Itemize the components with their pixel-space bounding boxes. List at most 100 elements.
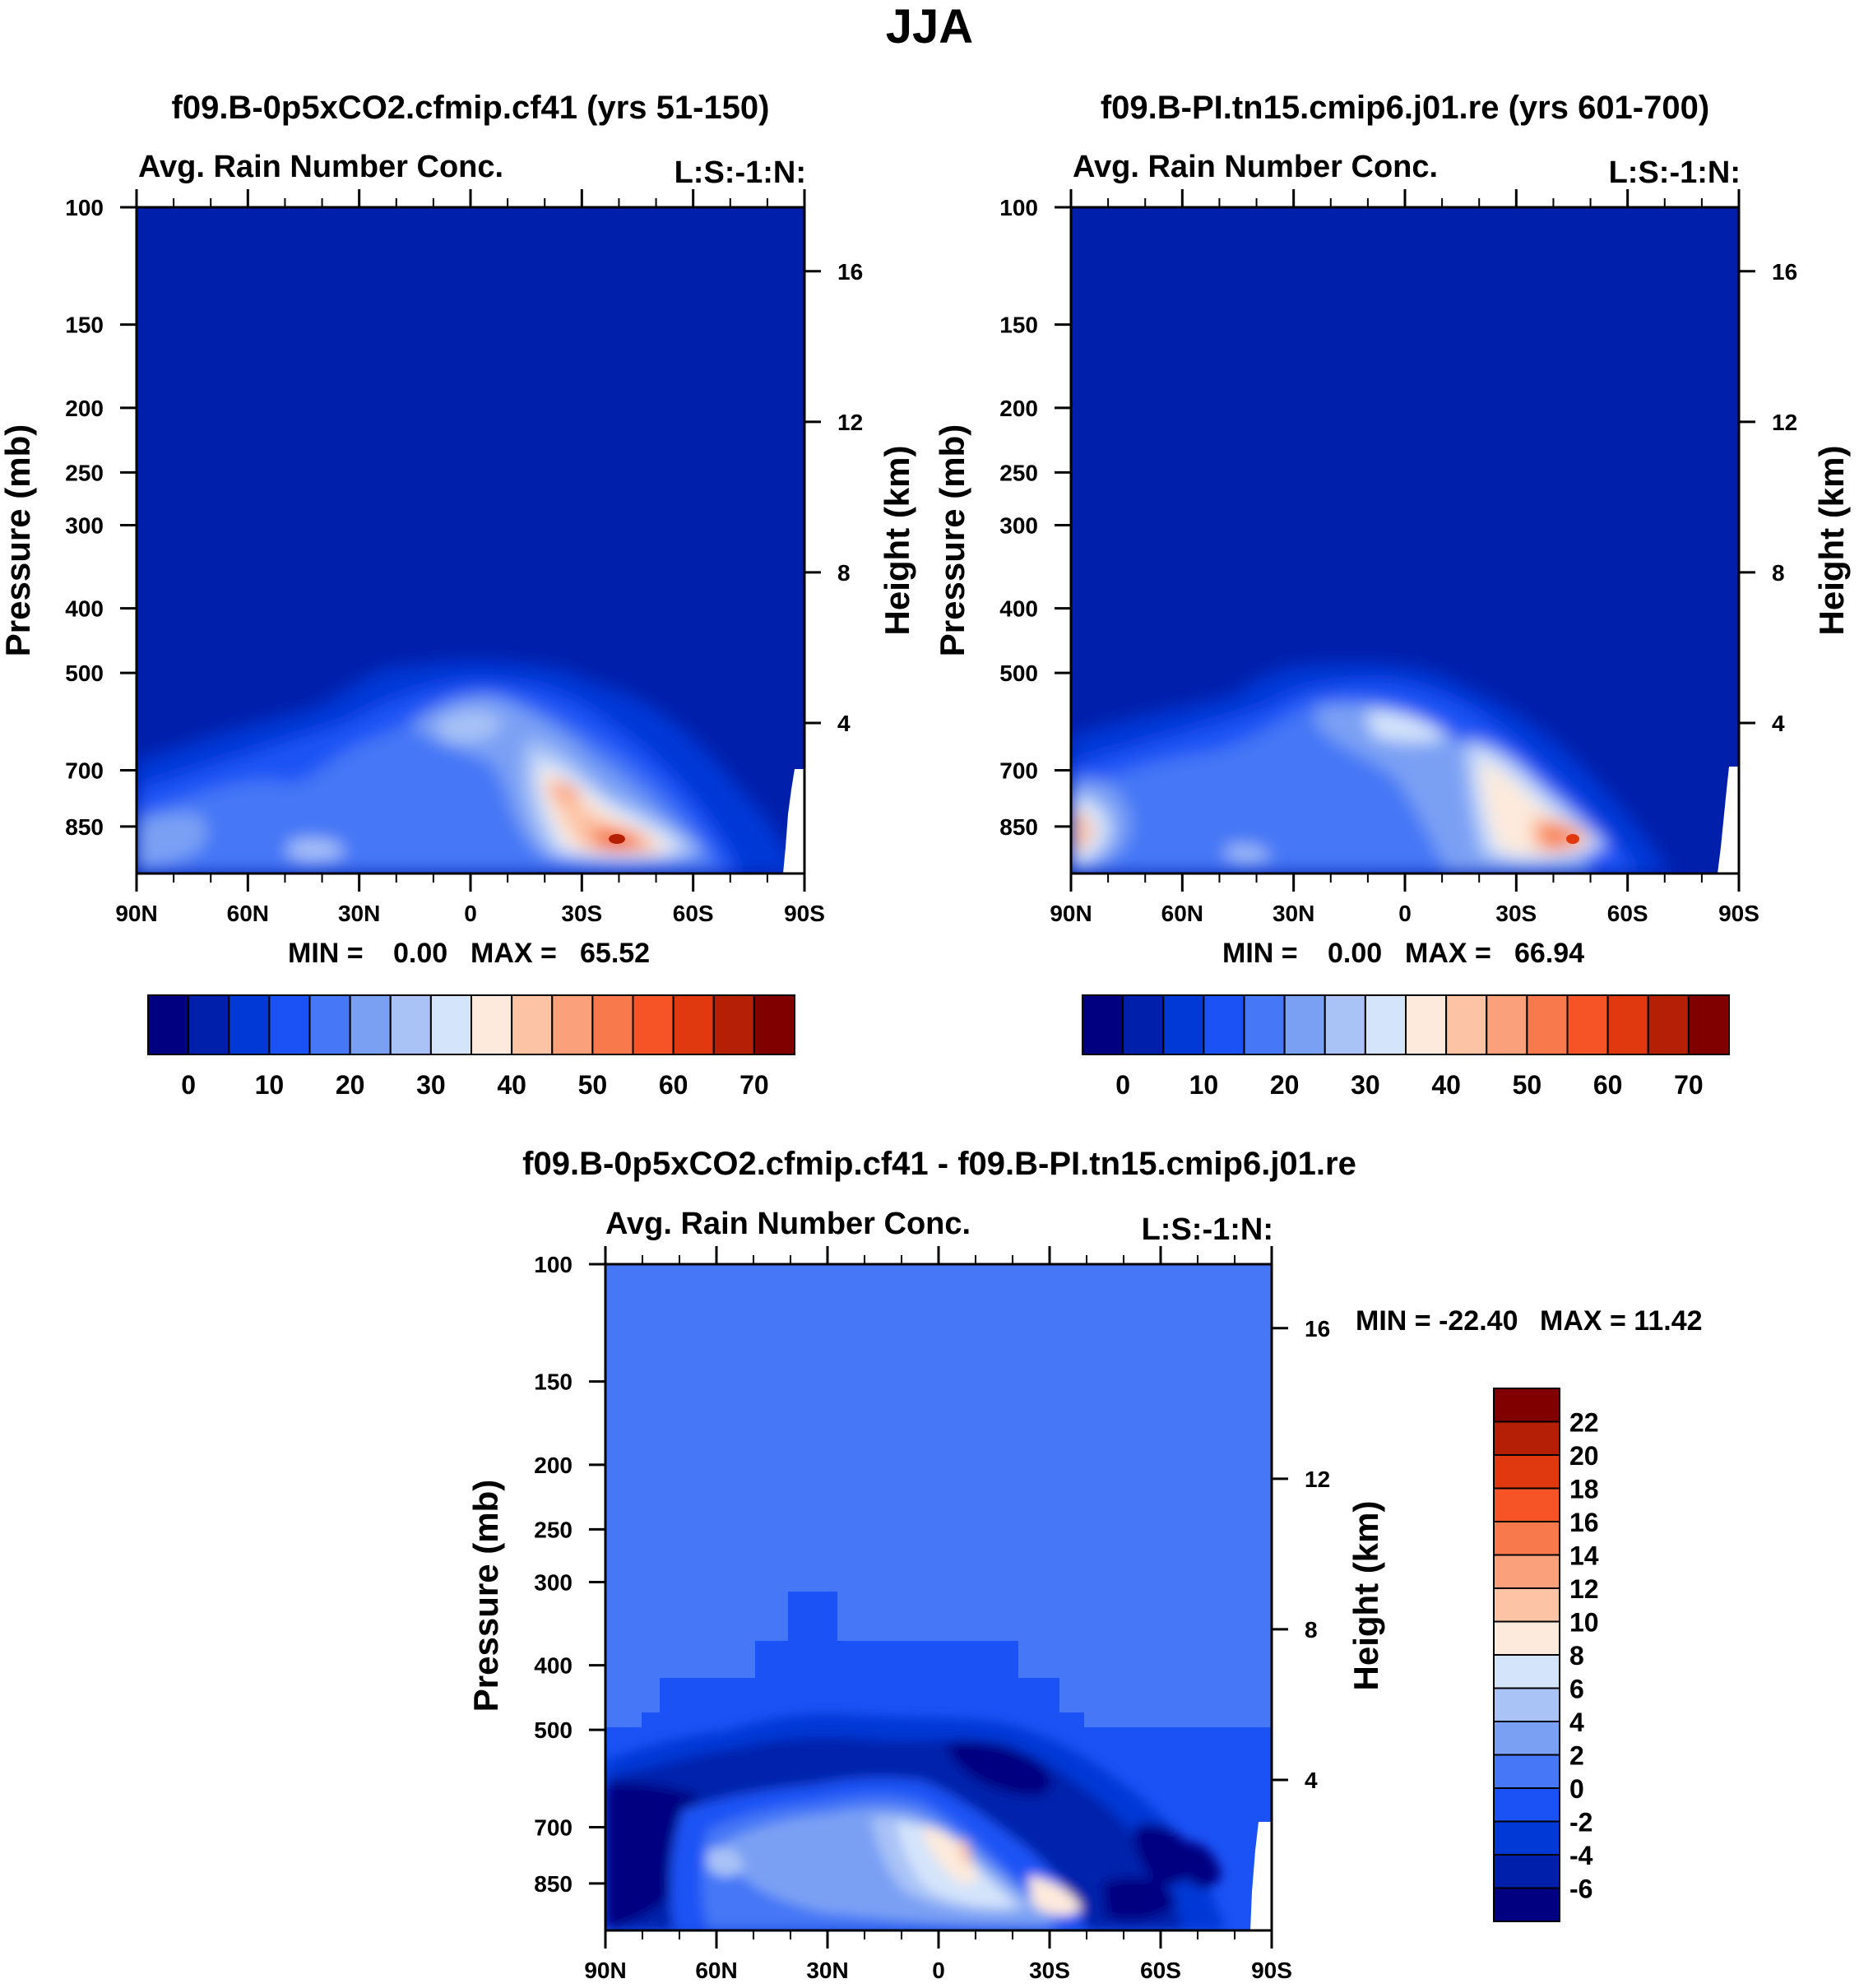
panel-2-colorbar-label: 10: [1189, 1070, 1219, 1100]
panel-3-contour-neg5: [1102, 1877, 1176, 1921]
panel-3-contour-neg7: [1184, 1842, 1222, 1888]
panel-3-ytick-label: 850: [534, 1871, 573, 1897]
panel-2-xtick-label: 90N: [1050, 901, 1092, 926]
panel-2-ytick-label: 500: [999, 660, 1038, 686]
panel-1-colorbar-label: 70: [739, 1070, 769, 1100]
panel-2-ytick-label: 700: [999, 758, 1038, 784]
panel-3-colorbar-swatch: [1493, 1420, 1560, 1456]
panel-1-max-core: [609, 834, 625, 844]
panel-1-colorbar-label: 30: [416, 1070, 446, 1100]
panel-3-colorbar-swatch: [1493, 1754, 1560, 1789]
panel-3-max-label: MAX = 11.42: [1540, 1305, 1703, 1337]
panel-1-colorbar-label: 10: [255, 1070, 285, 1100]
panel-3-colorbar-swatch: [1493, 1820, 1560, 1856]
panel-1-colorbar-label: 60: [659, 1070, 688, 1100]
panel-1-yright-tick-label: 4: [837, 711, 851, 736]
panel-3-colorbar-label: -6: [1569, 1874, 1592, 1904]
panel-3-axes: 100 150 200 250 300 400 500 700 850 16 12 8 4 90N 60N 3…: [534, 1246, 1330, 1983]
panel-2-ytick-label: 850: [999, 814, 1038, 840]
panel-1-colorbar-swatch: [147, 994, 190, 1055]
panel-1-ytick-label: 300: [65, 512, 104, 538]
panel-1-xtick-label: 60N: [227, 901, 269, 926]
panel-3-xtick-label: 90N: [584, 1958, 626, 1983]
panel-1-title: f09.B-0p5xCO2.cfmip.cf41 (yrs 51-150): [172, 90, 770, 126]
panel-1-stats: MIN = 0.00 MAX = 65.52: [288, 938, 650, 969]
panel-1-yright-tick-label: 8: [837, 560, 851, 586]
panel-2-xtick-label: 0: [1398, 901, 1412, 926]
panel-1-ylabel-right: Height (km): [878, 446, 916, 636]
panel-1-contour-r6: [551, 781, 582, 800]
panel-2-colorbar-swatch: [1162, 994, 1205, 1055]
panel-1-field: [137, 207, 804, 874]
panel-1-colorbar-swatch: [389, 994, 432, 1055]
panel-1-ytick-label: 500: [65, 660, 104, 686]
panel-3-colorbar-label: 0: [1569, 1774, 1584, 1804]
panel-2-yright-tick-label: 12: [1772, 410, 1797, 435]
panel-3-colorbar-swatch: [1493, 1887, 1560, 1922]
panel-3-contour-pos5: [921, 1826, 978, 1884]
panel-1-contour-b6: [288, 838, 345, 861]
panel-1-colorbar: 0 10 20 30 40 50 60 70: [147, 994, 795, 1100]
panel-2-xtick-label: 90S: [1718, 901, 1759, 926]
panel-2-colorbar-label: 20: [1270, 1070, 1300, 1100]
panel-1-axes: 100 150 200 250 300 400 500 700 850 16 12 8 4 90N 60N 3…: [65, 189, 863, 926]
panel-3-xtick-label: 30S: [1029, 1958, 1070, 1983]
panel-3-ytick-label: 250: [534, 1517, 573, 1542]
panel-2-ylabel: Pressure (mb): [933, 424, 971, 656]
panel-2-colorbar-label: 50: [1513, 1070, 1542, 1100]
panel-3-colorbar-swatch: [1493, 1854, 1560, 1889]
panel-1-colorbar-label: 20: [336, 1070, 365, 1100]
panel-2-xtick-label: 60S: [1607, 901, 1648, 926]
panel-3-ytick-label: 700: [534, 1815, 573, 1841]
panel-3-min-label: MIN = -22.40: [1356, 1305, 1518, 1337]
panel-1-ytick-label: 700: [65, 758, 104, 784]
panel-2-colorbar-swatch: [1203, 994, 1245, 1055]
panel-2-stats: MIN = 0.00 MAX = 66.94: [1222, 938, 1584, 969]
panel-3-yright-tick-label: 8: [1305, 1617, 1318, 1643]
panel-1-colorbar-swatch: [753, 994, 795, 1055]
panel-1-contour-b7: [436, 711, 502, 742]
panel-2-axes: 100 150 200 250 300 400 500 700 850 16 12 8 4 90N 60N 3…: [999, 189, 1797, 926]
panel-1-min-label: MIN =: [288, 938, 364, 969]
panel-2-colorbar-label: 40: [1431, 1070, 1461, 1100]
panel-3-ylabel: Pressure (mb): [466, 1480, 505, 1712]
panel-2-yright-tick-label: 4: [1772, 711, 1785, 736]
panel-2-ytick-label: 150: [999, 313, 1038, 338]
panel-2-colorbar-swatch: [1606, 994, 1649, 1055]
panel-3-colorbar-swatch: [1493, 1687, 1560, 1722]
panel-1-colorbar-swatch: [551, 994, 594, 1055]
panel-2-missing-region: [1718, 767, 1739, 874]
panel-3-colorbar-label: 4: [1569, 1708, 1584, 1737]
panel-3-xtick-label: 30N: [806, 1958, 848, 1983]
panel-2-ytick-label: 100: [999, 195, 1038, 220]
panel-3-colorbar-label: -4: [1569, 1841, 1593, 1870]
panel-3-contour-pos8: [959, 1838, 971, 1865]
panel-1-colorbar-swatch: [308, 994, 351, 1055]
panel-3-xtick-label: 90S: [1251, 1958, 1292, 1983]
panel-3-colorbar-swatch: [1493, 1654, 1560, 1689]
panel-2-colorbar-label: 60: [1593, 1070, 1623, 1100]
panel-3-colorbar-swatch: [1493, 1787, 1560, 1823]
panel-3-xtick-label: 60S: [1140, 1958, 1181, 1983]
panel-1-xtick-label: 30N: [338, 901, 380, 926]
panel-2-xtick-label: 30S: [1495, 901, 1537, 926]
panel-2-max-core: [1566, 834, 1579, 844]
panel-3-ytick-label: 200: [534, 1453, 573, 1478]
panel-1-ytick-label: 850: [65, 814, 104, 840]
panel-2-left-label: Avg. Rain Number Conc.: [1073, 150, 1438, 184]
panel-2-colorbar-swatch: [1082, 994, 1124, 1055]
panel-3-colorbar-swatch: [1493, 1721, 1560, 1756]
panel-1-colorbar-label: 0: [181, 1070, 196, 1100]
panel-3-ylabel-right: Height (km): [1347, 1501, 1385, 1691]
panel-1-colorbar-label: 40: [497, 1070, 526, 1100]
panel-1-colorbar-swatch: [268, 994, 311, 1055]
panel-2-yright-tick-label: 16: [1772, 259, 1797, 285]
panel-1-yright-tick-label: 12: [837, 410, 863, 435]
panel-3-colorbar-label: 8: [1569, 1641, 1584, 1671]
panel-1-left-label: Avg. Rain Number Conc.: [138, 150, 503, 184]
panel-1-max-value: 65.52: [580, 938, 650, 969]
panel-3-colorbar-label: 12: [1569, 1574, 1599, 1604]
panel-2-colorbar-swatch: [1526, 994, 1569, 1055]
panel-3-colorbar-label: 2: [1569, 1741, 1584, 1771]
